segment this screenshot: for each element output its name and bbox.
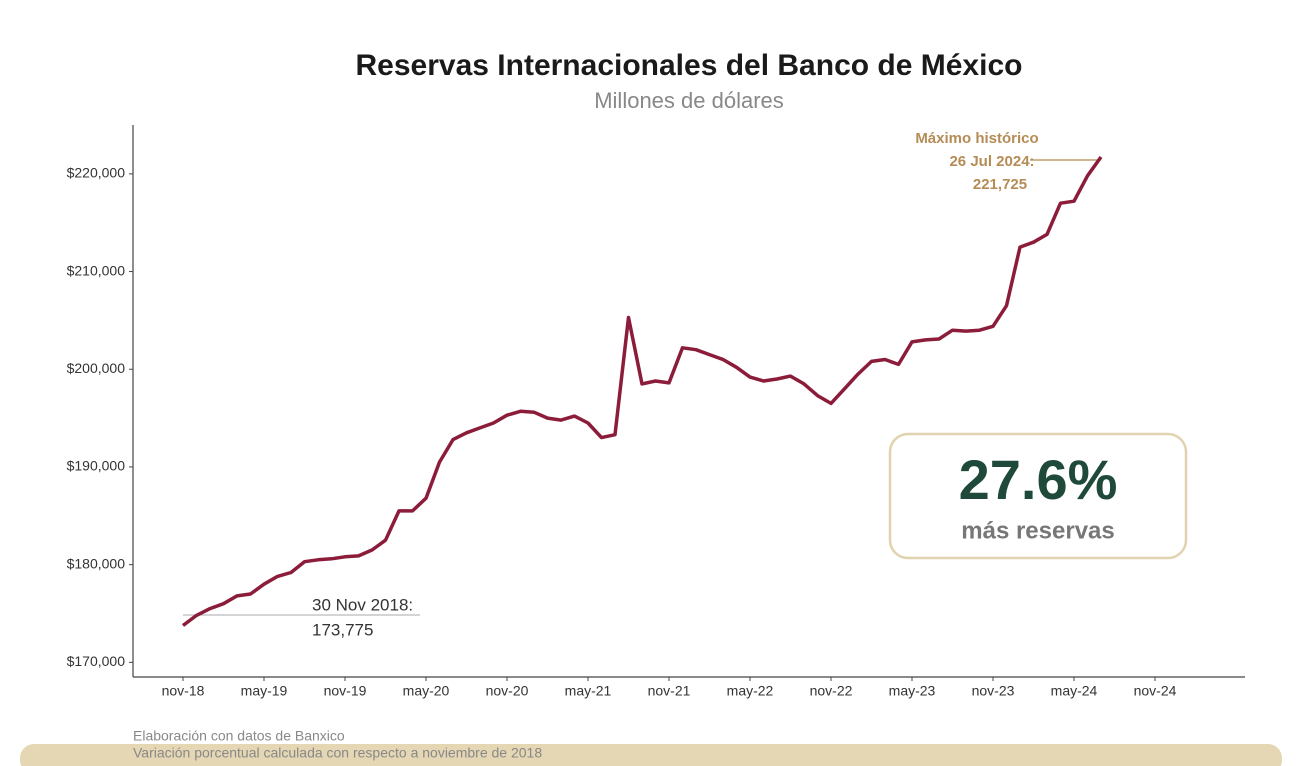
y-tick-label: $210,000 bbox=[67, 262, 126, 278]
max-annotation: 26 Jul 2024: bbox=[949, 153, 1034, 170]
y-tick-label: $180,000 bbox=[67, 555, 126, 571]
x-tick-label: nov-18 bbox=[162, 683, 205, 699]
x-tick-label: nov-19 bbox=[324, 683, 367, 699]
y-tick-label: $220,000 bbox=[67, 165, 126, 181]
x-tick-label: nov-24 bbox=[1134, 683, 1177, 699]
x-tick-label: may-24 bbox=[1051, 683, 1098, 699]
x-tick-label: may-20 bbox=[403, 683, 450, 699]
line-series bbox=[181, 155, 1103, 627]
footer-band bbox=[20, 744, 1282, 766]
max-annotation: 221,725 bbox=[973, 176, 1027, 193]
footnote: Elaboración con datos de Banxico bbox=[133, 728, 345, 744]
callout-box bbox=[888, 432, 1188, 560]
footnote: Variación porcentual calculada con respe… bbox=[133, 745, 542, 761]
x-tick-label: may-21 bbox=[565, 683, 612, 699]
start-annotation: 173,775 bbox=[312, 620, 373, 639]
x-tick-label: may-22 bbox=[727, 683, 774, 699]
y-tick-label: $170,000 bbox=[67, 653, 126, 669]
x-tick-label: may-23 bbox=[889, 683, 936, 699]
y-tick-label: $190,000 bbox=[67, 458, 126, 474]
chart-title: Reservas Internacionales del Banco de Mé… bbox=[356, 49, 1023, 82]
start-annotation: 30 Nov 2018: bbox=[312, 595, 413, 614]
callout-value: 27.6% bbox=[959, 448, 1118, 511]
callout-text: más reservas bbox=[961, 517, 1114, 544]
max-annotation: Máximo histórico bbox=[915, 130, 1038, 147]
chart-subtitle: Millones de dólares bbox=[594, 88, 784, 113]
x-tick-label: may-19 bbox=[241, 683, 288, 699]
x-tick-label: nov-23 bbox=[972, 683, 1015, 699]
y-tick-label: $200,000 bbox=[67, 360, 126, 376]
x-tick-label: nov-20 bbox=[486, 683, 529, 699]
x-tick-label: nov-21 bbox=[648, 683, 691, 699]
x-tick-label: nov-22 bbox=[810, 683, 853, 699]
